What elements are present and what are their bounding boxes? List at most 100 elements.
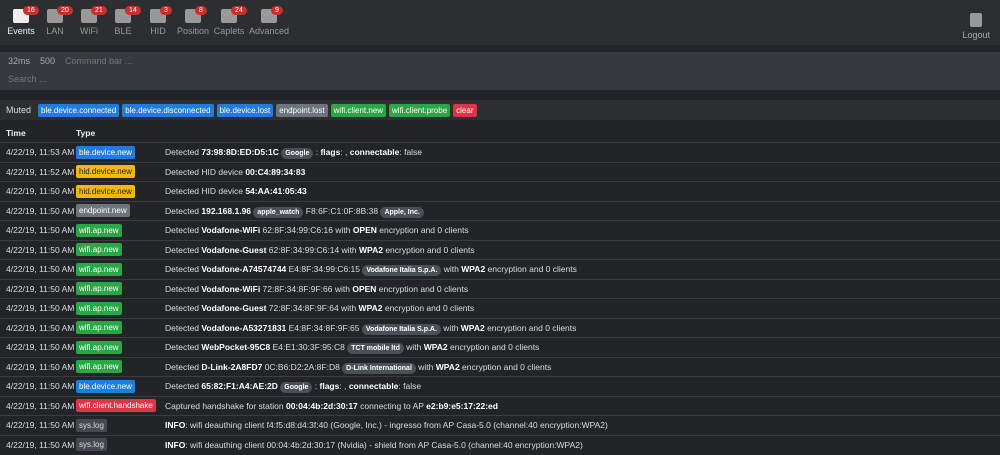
message: Detected Vodafone-WiFi 62:8F:34:99:C6:16… [159,225,1000,235]
time: 4/22/19, 11:50 AM [6,244,75,255]
message: Detected D-Link-2A8FD7 0C:B6:D2:2A:8F:D8… [159,361,1000,374]
message: Detected Vodafone-Guest 62:8F:34:99:C6:1… [159,245,1000,255]
bold-text: D-Link-2A8FD7 [201,361,263,372]
text: Detected [165,283,202,294]
nav-bar: Logout 16 Events 20 LAN 21 WiFi 14 BLE 3 HID 8 Posi… [0,0,1000,45]
muted-tag[interactable]: ble.device.connected [38,103,120,117]
message: Detected 65:82:F1:A4:AE:2D Google : flag… [159,381,1000,394]
type-badge: wifi.ap.new [76,321,122,335]
nav-item[interactable]: 14 BLE [103,6,143,36]
text: 62:8F:34:99:C6:14 with [266,244,360,255]
table-header: Time Type [0,124,1000,142]
vendor-tag: TCT mobile ltd [347,343,404,355]
bold-text: flags [320,147,341,158]
time: 4/22/19, 11:50 AM [6,303,75,314]
time: 4/22/19, 11:50 AM [6,205,75,216]
vendor-tag: apple_watch [253,206,304,218]
text: E4:8F:34:99:C6:15 [286,264,363,275]
text: Detected [165,381,202,392]
message: Detected HID device 54:AA:41:05:43 [159,186,1000,196]
nav-label: BLE [114,26,132,36]
type-badge: hid.device.new [76,184,135,198]
limit[interactable]: 500 [40,56,56,66]
nav-item[interactable]: 9 Advanced [249,6,289,36]
events-table: Time Type 4/22/19, 11:53 AM ble.device.new… [0,124,1000,454]
nav-item[interactable]: 8 Position [173,6,213,36]
message: INFO: wifi deauthing client f4:f5:d8:d4:… [159,420,1000,430]
nav-label: HID [150,26,166,36]
nav-item[interactable]: 3 HID [138,6,178,36]
text: encryption and 0 clients [447,342,540,353]
nav-label: LAN [46,26,64,36]
vendor-tag: D-Link International [342,362,416,374]
bold-text: INFO [165,420,186,431]
time: 4/22/19, 11:50 AM [6,381,75,392]
logout[interactable]: Logout [962,10,990,40]
nav-item[interactable]: 16 Events [1,6,41,36]
time: 4/22/19, 11:50 AM [6,361,75,372]
text: 0C:B6:D2:2A:8F:D8 [262,361,343,372]
time: 4/22/19, 11:50 AM [6,400,75,411]
nav-badge: 16 [23,6,39,15]
nav-item[interactable]: 21 WiFi [69,6,109,36]
bold-text: WPA2 [435,361,460,372]
nav-label: Events [7,26,35,36]
bold-text: OPEN [352,225,377,236]
type-cell: wifi.ap.new [76,340,159,354]
time: 4/22/19, 11:50 AM [6,439,75,450]
text: with [403,342,424,353]
event-row: 4/22/19, 11:50 AM wifi.ap.new Detected Vod… [0,259,1000,279]
bold-text: 65:82:F1:A4:AE:2D [201,381,278,392]
time: 4/22/19, 11:50 AM [6,342,75,353]
nav-item[interactable]: 20 LAN [35,6,75,36]
type-cell: sys.log [76,418,159,432]
muted-tag[interactable]: endpoint.lost [276,103,328,117]
text: Detected [165,303,202,314]
message: Detected 192.168.1.96 apple_watch F8:6F:… [159,206,1000,218]
text: : , [339,381,349,392]
vendor-tag: Google [281,148,314,160]
time: 4/22/19, 11:50 AM [6,420,75,431]
text: Detected [165,361,202,372]
type-badge: wifi.ap.new [76,243,122,257]
text: encryption and 0 clients [376,225,469,236]
nav-badge: 20 [57,6,73,15]
bold-text: connectable [349,147,400,158]
text: connecting to AP [357,400,427,411]
type-cell: wifi.ap.new [76,301,159,315]
bold-text: 00:C4:89:34:83 [245,166,306,177]
type-cell: wifi.ap.new [76,282,159,296]
muted-tag[interactable]: wifi.client.new [330,103,387,117]
type-badge: sys.log [76,438,107,452]
type-cell: ble.device.new [76,145,159,159]
time: 4/22/19, 11:53 AM [6,147,75,158]
muted-tag[interactable]: clear [453,103,477,117]
type-cell: wifi.ap.new [76,321,159,335]
type-cell: endpoint.new [76,204,159,218]
message: Detected HID device 00:C4:89:34:83 [159,167,1000,177]
nav-item[interactable]: 24 Caplets [209,6,249,36]
message: Detected Vodafone-WiFi 72:8F:34:8F:9F:66… [159,284,1000,294]
text: 72:8F:34:8F:9F:66 with [260,283,353,294]
text: E4:8F:34:8F:9F:65 [286,322,362,333]
message: Detected 73:98:8D:ED:D5:1C Google : flag… [159,147,1000,160]
search[interactable]: Search ... [8,74,47,84]
event-row: 4/22/19, 11:50 AM wifi.ap.new Detected Vod… [0,239,1000,260]
nav-badge: 3 [160,6,172,15]
command-bar[interactable]: Command bar ... [65,56,133,66]
vendor-tag: Google [280,382,313,394]
text: encryption and 0 clients [459,361,552,372]
text: with [440,322,461,333]
muted-bar: Muted ble.device.connected ble.device.disc… [0,100,1000,120]
muted-tag[interactable]: ble.device.disconnected [122,103,214,117]
type-badge: wifi.ap.new [76,301,122,315]
text: Detected [165,264,202,275]
text: : false [398,381,422,392]
nav-badge: 9 [271,6,283,15]
event-row: 4/22/19, 11:50 AM ble.device.new Detected … [0,376,1000,396]
latency: 32ms [8,56,31,66]
muted-tag[interactable]: ble.device.lost [216,103,274,117]
text: : [312,381,320,392]
muted-tag[interactable]: wifi.client.probe [389,103,451,117]
